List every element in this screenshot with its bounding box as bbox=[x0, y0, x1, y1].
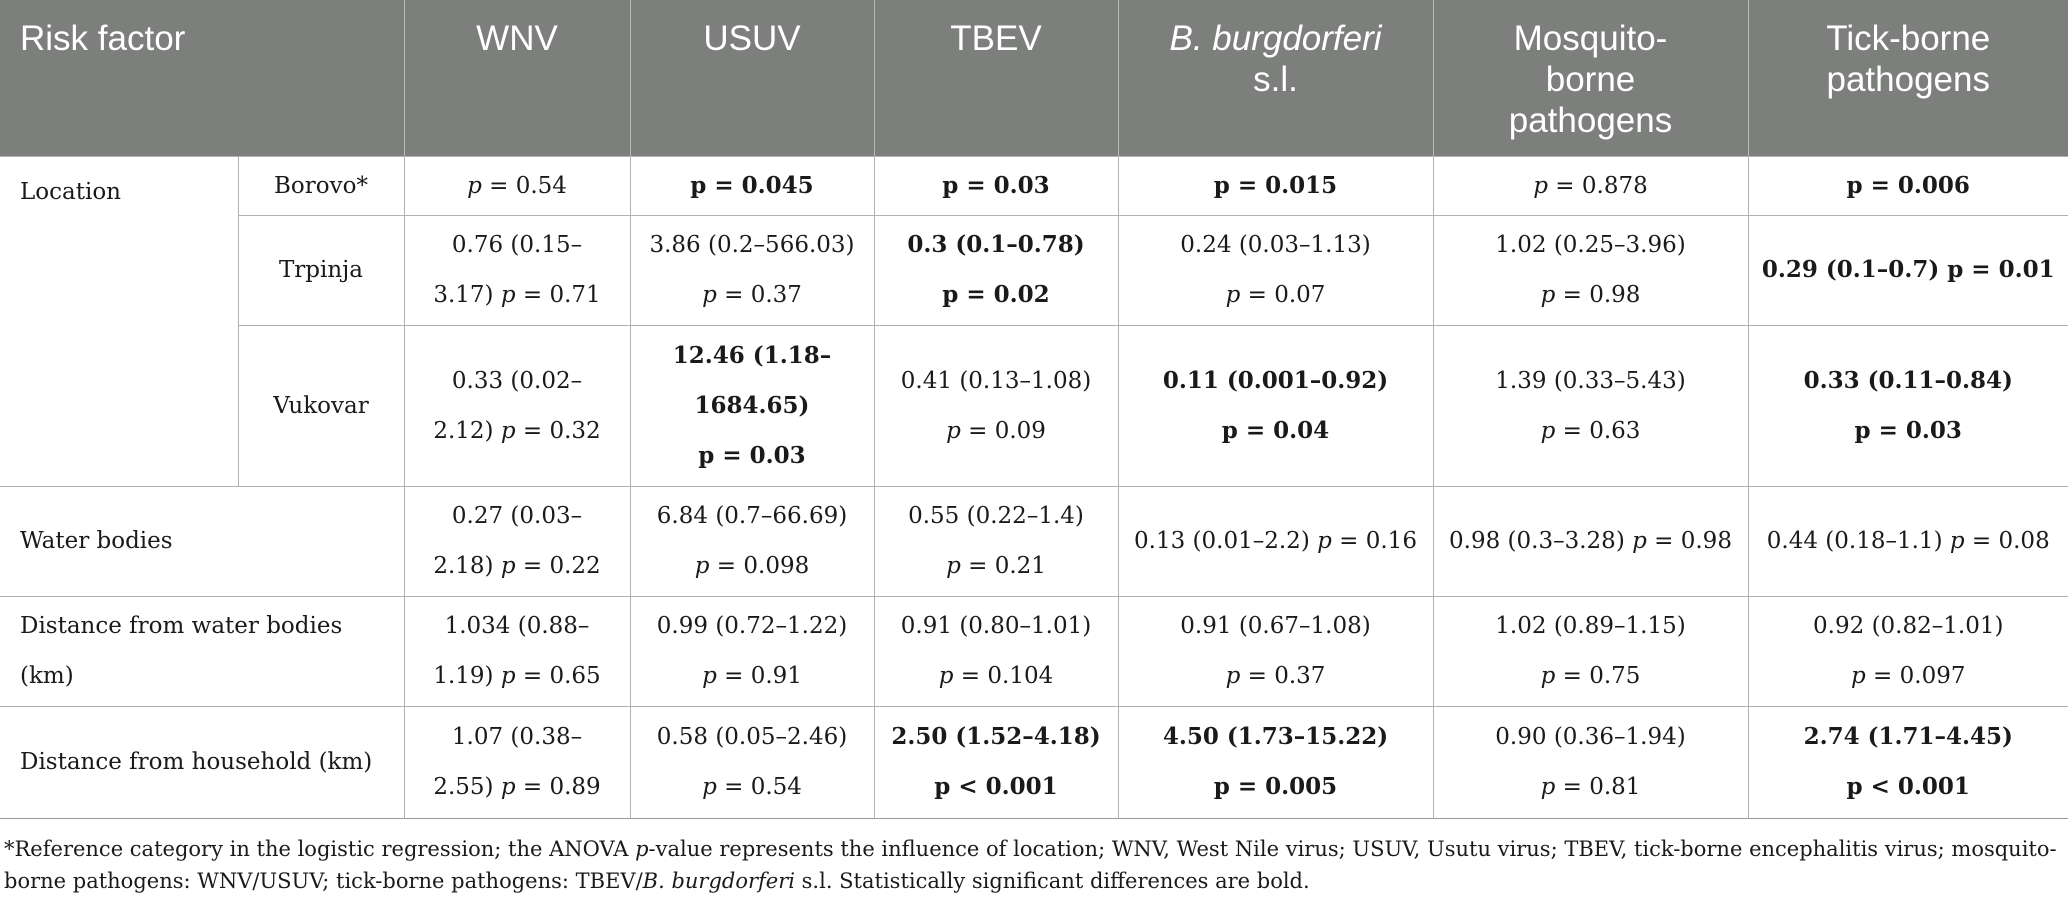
cell-borovo-bb: p = 0.015 bbox=[1117, 155, 1434, 216]
cell-distwater-bb: 0.91 (0.67–1.08) p = 0.37 bbox=[1117, 595, 1434, 707]
header-usuv: USUV bbox=[629, 0, 874, 156]
header-mosquito-line2: borne bbox=[1545, 60, 1636, 99]
cell-water-tbev: 0.55 (0.22–1.4) p = 0.21 bbox=[873, 485, 1119, 597]
cell-borovo-wnv: p = 0.54 bbox=[403, 155, 631, 216]
cell-disthouse-usuv: 0.58 (0.05–2.46) p = 0.54 bbox=[629, 705, 875, 819]
header-wnv: WNV bbox=[403, 0, 630, 156]
cell-water-mosquito: 0.98 (0.3–3.28) p = 0.98 bbox=[1432, 485, 1749, 597]
table-header: Risk factor WNV USUV TBEV B. burgdorferi… bbox=[0, 0, 2068, 156]
cell-borovo-usuv: p = 0.045 bbox=[629, 155, 875, 216]
cell-disthouse-tick: 2.74 (1.71–4.45) p < 0.001 bbox=[1747, 705, 2068, 819]
cell-water-tick: 0.44 (0.18–1.1) p = 0.08 bbox=[1747, 485, 2068, 597]
cell-disthouse-wnv: 1.07 (0.38– 2.55) p = 0.89 bbox=[403, 705, 631, 819]
cell-vukovar-bb: 0.11 (0.001–0.92) p = 0.04 bbox=[1117, 324, 1434, 487]
header-mosquito-line1: Mosquito- bbox=[1513, 19, 1668, 58]
header-b-burgdorferi: B. burgdorferi s.l. bbox=[1117, 0, 1433, 156]
table-row-distance-water: Distance from water bodies (km) 1.034 (0.… bbox=[0, 595, 2068, 707]
row-label-distance-household: Distance from household (km) bbox=[0, 705, 405, 819]
cell-vukovar-usuv: 12.46 (1.18– 1684.65) p = 0.03 bbox=[629, 324, 875, 487]
sub-label-trpinja: Trpinja bbox=[238, 214, 405, 326]
cell-distwater-wnv: 1.034 (0.88– 1.19) p = 0.65 bbox=[403, 595, 631, 707]
cell-borovo-tbev: p = 0.03 bbox=[873, 155, 1119, 216]
cell-distwater-tick: 0.92 (0.82–1.01) p = 0.097 bbox=[1747, 595, 2068, 707]
table-row-borovo: Location Borovo* p = 0.54 p = 0.045 p = … bbox=[0, 155, 2068, 487]
header-tick-line1: Tick-borne bbox=[1826, 19, 1991, 58]
header-tick-borne: Tick-borne pathogens bbox=[1747, 0, 2068, 156]
cell-trpinja-tick: 0.29 (0.1–0.7) p = 0.01 bbox=[1747, 214, 2068, 326]
table-row-trpinja: Trpinja 0.76 (0.15– 3.17) p = 0.71 3.86 (… bbox=[0, 214, 2068, 326]
cell-trpinja-tbev: 0.3 (0.1–0.78) p = 0.02 bbox=[873, 214, 1119, 326]
cell-trpinja-bb: 0.24 (0.03–1.13) p = 0.07 bbox=[1117, 214, 1434, 326]
header-mosquito-line3: pathogens bbox=[1508, 101, 1673, 140]
sub-label-borovo: Borovo* bbox=[237, 155, 405, 216]
cell-water-usuv: 6.84 (0.7–66.69) p = 0.098 bbox=[629, 485, 875, 597]
header-mosquito-borne: Mosquito-borne pathogens bbox=[1432, 0, 1748, 156]
cell-trpinja-mosquito: 1.02 (0.25–3.96) p = 0.98 bbox=[1432, 214, 1749, 326]
cell-disthouse-bb: 4.50 (1.73–15.22) p = 0.005 bbox=[1117, 705, 1434, 819]
cell-trpinja-wnv: 0.76 (0.15– 3.17) p = 0.71 bbox=[403, 214, 631, 326]
cell-vukovar-wnv: 0.33 (0.02– 2.12) p = 0.32 bbox=[403, 324, 631, 487]
risk-factor-table: Risk factor WNV USUV TBEV B. burgdorferi… bbox=[0, 0, 2068, 819]
table-row-distance-household: Distance from household (km) 1.07 (0.38–… bbox=[0, 705, 2068, 819]
cell-water-bb: 0.13 (0.01–2.2) p = 0.16 bbox=[1117, 485, 1434, 597]
table-footnote: *Reference category in the logistic regr… bbox=[4, 836, 2057, 893]
row-label-water-bodies: Water bodies bbox=[0, 485, 405, 597]
sub-label-vukovar: Vukovar bbox=[238, 324, 405, 487]
cell-distwater-mosquito: 1.02 (0.89–1.15) p = 0.75 bbox=[1432, 595, 1749, 707]
cell-vukovar-tbev: 0.41 (0.13–1.08) p = 0.09 bbox=[873, 324, 1119, 487]
header-tick-line2: pathogens bbox=[1826, 60, 1990, 99]
cell-distwater-tbev: 0.91 (0.80–1.01) p = 0.104 bbox=[873, 595, 1119, 707]
cell-vukovar-mosquito: 1.39 (0.33–5.43) p = 0.63 bbox=[1432, 324, 1749, 487]
cell-trpinja-usuv: 3.86 (0.2–566.03) p = 0.37 bbox=[629, 214, 875, 326]
cell-water-wnv: 0.27 (0.03– 2.18) p = 0.22 bbox=[403, 485, 631, 597]
cell-vukovar-tick: 0.33 (0.11–0.84) p = 0.03 bbox=[1747, 324, 2068, 487]
header-b-burgdorferi-italic: B. burgdorferi bbox=[1169, 19, 1382, 58]
row-label-distance-water: Distance from water bodies (km) bbox=[0, 595, 405, 707]
cell-disthouse-mosquito: 0.90 (0.36–1.94) p = 0.81 bbox=[1432, 705, 1749, 819]
table-row-vukovar: Vukovar 0.33 (0.02– 2.12) p = 0.32 12.46 … bbox=[0, 324, 2068, 487]
cell-disthouse-tbev: 2.50 (1.52–4.18) p < 0.001 bbox=[873, 705, 1119, 819]
table-row-water-bodies: Water bodies 0.27 (0.03– 2.18) p = 0.22 6… bbox=[0, 485, 2068, 597]
row-label-location: Location bbox=[0, 155, 239, 487]
header-risk-factor: Risk factor bbox=[0, 0, 404, 156]
header-b-burgdorferi-sl: s.l. bbox=[1253, 60, 1298, 99]
cell-distwater-usuv: 0.99 (0.72–1.22) p = 0.91 bbox=[629, 595, 875, 707]
header-tbev: TBEV bbox=[873, 0, 1118, 156]
header-row: Risk factor WNV USUV TBEV B. burgdorferi… bbox=[0, 0, 2068, 156]
cell-borovo-tick: p = 0.006 bbox=[1747, 155, 2068, 216]
table-body: Location Borovo* p = 0.54 p = 0.045 p = … bbox=[0, 155, 2068, 819]
cell-borovo-mosquito: p = 0.878 bbox=[1432, 155, 1749, 216]
